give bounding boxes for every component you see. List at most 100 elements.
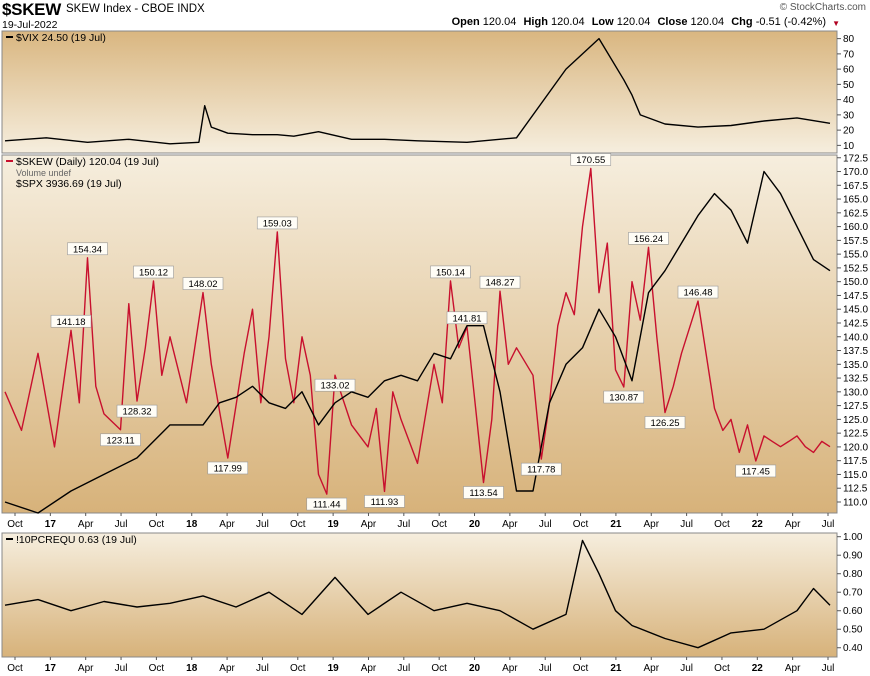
data-label-box [116,404,158,418]
y-tick-label: 1.00 [843,532,863,543]
data-label-box [677,285,719,299]
y-tick-label: 172.5 [843,153,868,164]
pcr-panel: 1.00 0.90 0.80 0.70 0.60 0.50 0.40 !10PCREQU 0.… [1,532,863,674]
x-tick-label: 21 [610,663,622,674]
data-label-box [430,265,471,279]
y-tick-label: 152.5 [843,263,868,274]
y-tick-label: 0.60 [843,606,863,617]
x-tick-label: Jul [256,519,269,530]
symbol-title: $SKEW [2,0,61,19]
skew-panel: 172.5 170.0 167.5 165.0 162.5 160.0 157.5 155.0… [1,153,868,530]
data-label-box [520,462,562,476]
x-tick-label: Apr [361,663,377,674]
x-tick-label: 17 [45,519,57,530]
y-tick-label: 60 [843,65,855,76]
legend-entry: $SPX 3936.69 (19 Jul) [16,178,122,190]
y-tick-label: 155.0 [843,250,868,261]
y-tick-label: 170.0 [843,167,868,178]
data-label: 123.11 [106,435,134,446]
y-tick-label: 40 [843,95,855,106]
x-tick-label: Oct [714,663,730,674]
x-tick-label: 18 [186,663,198,674]
data-label: 170.55 [576,155,605,166]
x-tick-label: Jul [256,663,269,674]
y-tick-label: 110.0 [843,497,868,508]
high-label: High [523,16,548,28]
x-tick-label: Apr [643,663,659,674]
data-label: 154.34 [73,244,102,255]
y-tick-label: 162.5 [843,208,868,219]
y-tick-label: 137.5 [843,346,868,357]
chg-label: Chg [731,16,753,28]
data-label: 159.03 [263,218,292,229]
x-tick-label: 19 [328,519,340,530]
series-line-10pcrequ [4,539,831,649]
x-tick-label: Apr [785,663,801,674]
data-label-box [463,486,504,499]
symbol-description: SKEW Index - CBOE INDX [66,3,205,15]
x-tick-label: Oct [290,519,306,530]
series-line-vix [4,37,831,145]
x-tick-label: Jul [822,663,835,674]
y-tick-label: 122.5 [843,429,868,440]
y-tick-label: 130.0 [843,387,868,398]
data-label: 141.81 [452,313,481,324]
x-tick-label: 19 [328,663,340,674]
x-tick-label: 22 [752,663,764,674]
data-label: 128.32 [122,407,151,418]
x-tick-label: Oct [290,663,306,674]
legend-entry: $SKEW (Daily) 120.04 (19 Jul) [16,156,159,168]
data-label: 126.25 [650,418,679,429]
y-tick-label: 120.0 [843,442,868,453]
data-label: 111.44 [313,500,341,511]
y-tick-label: 70 [843,49,855,60]
chart-date: 19-Jul-2022 [2,19,58,31]
x-tick-label: Apr [361,519,377,530]
close-label: Close [657,16,688,28]
y-tick-label: 112.5 [843,484,868,495]
x-tick-label: Jul [115,663,128,674]
data-label-box [628,232,669,245]
x-tick-label: Oct [573,663,589,674]
legend-entry: Volume undef [16,168,72,178]
close-value: 120.04 [690,16,725,28]
x-tick-label: Jul [397,663,410,674]
x-tick-label: 17 [45,663,57,674]
x-tick-label: Apr [219,663,235,674]
data-label: 150.14 [436,267,465,278]
data-label: 130.87 [609,393,638,404]
data-label-box [256,216,298,230]
data-label: 146.48 [683,288,712,299]
y-tick-label: 50 [843,80,855,91]
data-label: 148.27 [485,278,514,289]
x-tick-label: Apr [219,519,235,530]
x-tick-label: Jul [680,663,693,674]
data-label-box [306,497,348,511]
x-tick-label: 21 [610,519,622,530]
y-tick-label: 0.50 [843,625,863,636]
credit-text: © StockCharts.com [779,2,866,13]
series-line-spx [4,170,831,514]
data-label-box [364,495,405,508]
ohlc-readout: Open 120.04 High 120.04 Low 120.04 Close… [452,16,830,28]
x-tick-label: Apr [643,519,659,530]
y-tick-label: 0.90 [843,551,863,562]
y-tick-label: 145.0 [843,305,868,316]
data-label: 150.12 [139,268,168,279]
y-tick-label: 142.5 [843,318,868,329]
x-tick-label: Oct [573,519,589,530]
down-arrow-icon: ▼ [832,19,840,28]
y-tick-label: 127.5 [843,401,868,412]
x-tick-label: 18 [186,519,198,530]
data-label-box [182,277,224,290]
data-label-box [644,416,686,429]
data-label-box [446,311,488,325]
data-label-box [479,275,521,289]
y-tick-label: 132.5 [843,374,868,385]
data-label-box [603,390,645,404]
data-label-box [67,242,108,256]
chg-value: -0.51 (-0.42%) [755,16,826,28]
low-label: Low [591,16,614,28]
